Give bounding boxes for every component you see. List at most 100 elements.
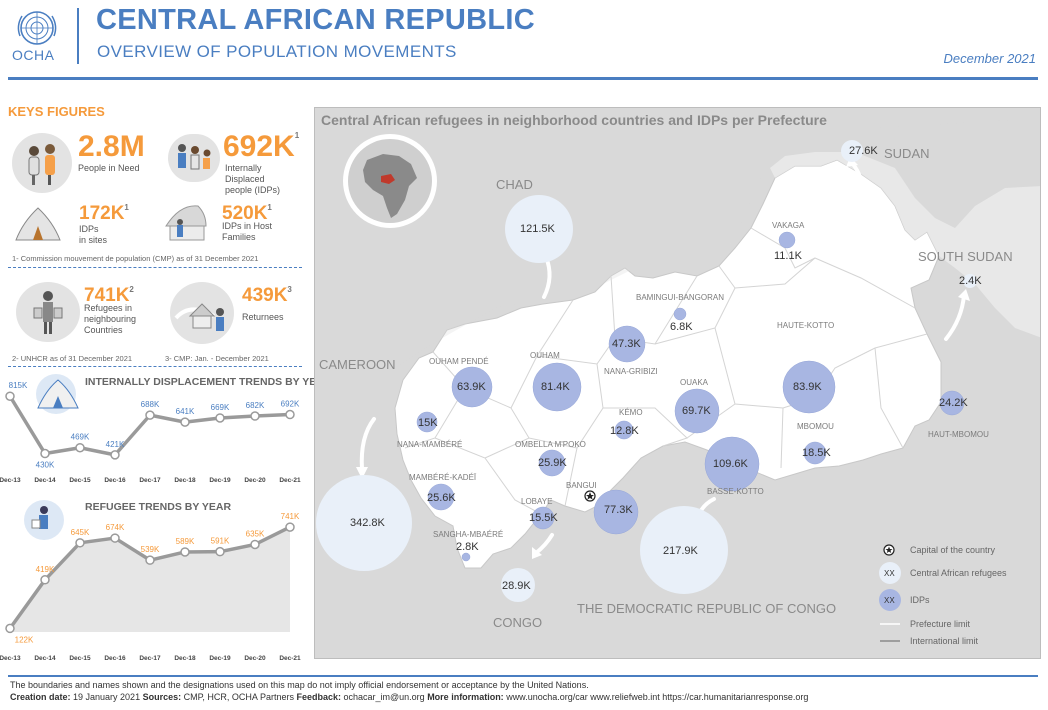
chart-tick-label: Dec-14	[34, 655, 56, 662]
refugee-trend-icon	[18, 498, 70, 542]
people-in-need-label: People in Need	[78, 163, 140, 173]
map-title: Central African refugees in neighborhood…	[321, 112, 827, 128]
idp-value-kemo: 12.8K	[610, 425, 639, 437]
logo-text: OCHA	[12, 47, 55, 63]
chart-tick-label: Dec-20	[244, 477, 266, 484]
arrow-to-cameroon	[359, 417, 376, 471]
idp-value-ombella: 25.9K	[538, 457, 567, 469]
chart-point	[180, 547, 190, 557]
pref-sangha: SANGHA-MBAÉRÉ	[433, 530, 504, 539]
idp-value-ouaka: 69.7K	[682, 405, 711, 417]
pref-ouaka: OUAKA	[680, 378, 709, 387]
chart-point	[40, 575, 50, 585]
pref-ouham-pende: OUHAM PENDÉ	[429, 357, 489, 366]
arrow-to-congo	[534, 533, 554, 555]
country-cameroon: CAMEROON	[319, 357, 396, 372]
refugees-label: Refugees in neighbouring Countries	[84, 303, 137, 335]
chart-point	[215, 546, 225, 557]
returnees-value: 439K3	[242, 285, 292, 306]
idp-value-nana-mambere: 15K	[418, 417, 438, 429]
legend-symbols	[879, 544, 901, 642]
chart-value-label: 669K	[211, 403, 230, 412]
idp-bubble-bamingui	[673, 307, 687, 321]
section-divider	[8, 366, 302, 367]
chart-point	[5, 391, 15, 401]
idp-bubble-bangui	[593, 489, 639, 535]
idp-bubble-ouham-pende	[451, 366, 493, 408]
refugee-flow-layer	[316, 140, 977, 602]
chart-point	[110, 533, 120, 543]
africa-locator-map	[348, 139, 432, 223]
chart-point	[75, 442, 85, 453]
footer-credits: Creation date: 19 January 2021 Sources: …	[10, 692, 809, 702]
returnees-icon	[170, 282, 234, 344]
pref-haut-mbomou: HAUT-MBOMOU	[928, 430, 989, 439]
chart-tick-label: Dec-17	[139, 477, 161, 484]
refugee-value-chad: 121.5K	[520, 223, 555, 235]
idps-icon	[168, 134, 220, 182]
legend-idp-xx: XX	[884, 596, 895, 605]
chart-tick-label: Dec-18	[174, 655, 196, 662]
chart-tick-label: Dec-20	[244, 655, 266, 662]
legend-refugees: Central African refugees	[910, 568, 1007, 578]
idp-bubble-kemo	[614, 420, 634, 440]
chart-point	[285, 522, 295, 532]
chart-value-label: 591K	[211, 537, 230, 546]
chart-tick-label: Dec-21	[279, 477, 301, 484]
idp-bubble-sangha	[461, 552, 471, 562]
chart-value-label: 688K	[141, 400, 160, 409]
refugee-value-drc: 217.9K	[663, 545, 698, 557]
chart-point	[75, 538, 85, 548]
refugee-bubble-sudan	[841, 140, 863, 162]
pref-haute-kotto: HAUTE-KOTTO	[777, 321, 835, 330]
refugee-trend-chart: 122K Dec-13 419K Dec-14 645K Dec-15 674K Dec-16…	[0, 512, 301, 662]
idp-value-haute-kotto: 83.9K	[793, 381, 822, 393]
arrow-to-south-sudan	[944, 293, 966, 341]
pref-vakaga: VAKAGA	[772, 221, 805, 230]
footer-disclaimer: The boundaries and names shown and the d…	[10, 680, 589, 690]
pref-nana-mambere: NANA-MAMBÉRÉ	[397, 440, 463, 449]
pref-kemo: KÉMO	[619, 408, 643, 417]
legend-idps: IDPs	[910, 595, 930, 605]
country-chad: CHAD	[496, 177, 533, 192]
idp-trend-tent-icon	[32, 370, 84, 414]
pref-ombella: OMBELLA M'POKO	[515, 440, 586, 449]
refugee-bubble-congo	[501, 568, 535, 602]
chart-tick-label: Dec-14	[34, 477, 56, 484]
idp-bubble-ouaka	[674, 388, 720, 434]
chart-tick-label: Dec-17	[139, 655, 161, 662]
note-3: 3- CMP: Jan. - December 2021	[165, 354, 269, 363]
arrow-to-chad	[542, 255, 552, 299]
returnees-label: Returnees	[242, 312, 284, 322]
idp-value-mambere-kadei: 25.6K	[427, 492, 456, 504]
chart-point	[5, 623, 15, 634]
idp-bubble-mambere-kadei	[427, 483, 455, 511]
report-date: December 2021	[943, 51, 1037, 66]
arrow-to-sudan	[850, 161, 865, 199]
chart-tick-label: Dec-16	[104, 655, 126, 662]
refugee-bubble-chad	[505, 195, 573, 263]
page-title: CENTRAL AFRICAN REPUBLIC	[96, 4, 535, 36]
chart-tick-label: Dec-15	[69, 655, 91, 662]
refugee-bubble-cameroon	[316, 475, 412, 571]
people-in-need-value: 2.8M	[78, 130, 145, 163]
idps-sites-label: IDPs in sites	[79, 224, 108, 245]
chart-point	[285, 409, 295, 420]
legend-prefecture-limit: Prefecture limit	[910, 619, 971, 629]
refugee-value-sudan: 27.6K	[849, 145, 878, 157]
idp-bubble-basse-kotto	[704, 436, 760, 492]
idp-bubble-mbomou	[803, 441, 827, 465]
pref-nana-gribizi: NANA-GRIBIZI	[604, 367, 658, 376]
idp-value-sangha: 2.8K	[456, 541, 479, 553]
chart-value-label: 674K	[106, 523, 125, 532]
chart-value-label: 635K	[246, 529, 265, 538]
idp-value-ouham: 81.4K	[541, 381, 570, 393]
country-south-sudan: SOUTH SUDAN	[918, 249, 1013, 264]
refugees-icon	[16, 282, 80, 342]
chart-tick-label: Dec-13	[0, 655, 21, 662]
pref-basse-kotto: BASSE-KOTTO	[707, 487, 764, 496]
chart-value-label: 469K	[71, 433, 90, 442]
chart-tick-label: Dec-19	[209, 477, 231, 484]
page-subtitle: OVERVIEW OF POPULATION MOVEMENTS	[97, 42, 457, 61]
chart-value-label: 421K	[106, 440, 125, 449]
